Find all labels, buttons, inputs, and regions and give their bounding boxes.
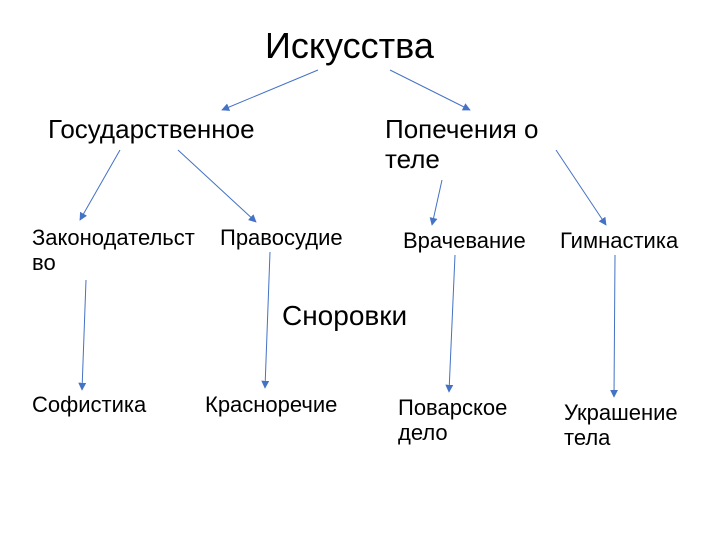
node-legislation: Законодательст во	[32, 225, 212, 276]
diagram-canvas: Искусства Государственное Попечения о те…	[0, 0, 720, 540]
node-justice: Правосудие	[220, 225, 380, 250]
node-body: Попечения о теле	[385, 115, 645, 175]
node-skills: Сноровки	[282, 300, 482, 332]
node-healing: Врачевание	[403, 228, 563, 253]
node-cooking: Поварское дело	[398, 395, 558, 446]
node-gymnastics: Гимнастика	[560, 228, 720, 253]
node-state: Государственное	[48, 115, 308, 145]
node-sophistry: Софистика	[32, 392, 192, 417]
node-rhetoric: Красноречие	[205, 392, 385, 417]
node-adornment: Украшение тела	[564, 400, 720, 451]
node-root: Искусства	[265, 25, 565, 66]
